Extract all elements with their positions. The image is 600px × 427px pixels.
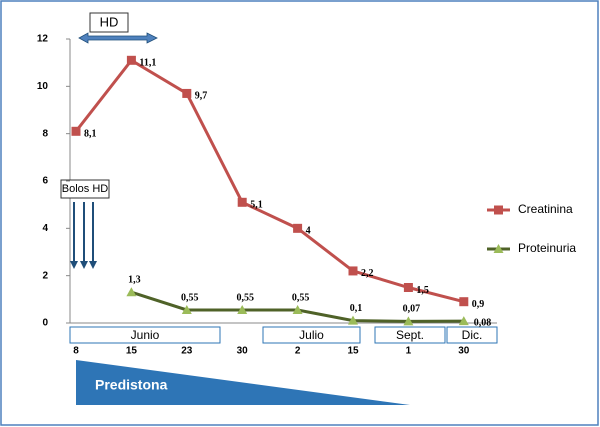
hd-label: HD — [100, 14, 119, 29]
bolos-label: Bolos HD — [62, 183, 109, 195]
hd-arrow — [78, 32, 158, 44]
data-point — [71, 126, 81, 136]
month-box — [69, 326, 221, 344]
x-tick-label: 8 — [73, 346, 79, 357]
value-label: 0,08 — [474, 317, 492, 328]
y-tick-label: 12 — [37, 34, 49, 45]
data-point — [458, 316, 469, 326]
value-label: 0,55 — [181, 292, 199, 303]
data-point — [292, 304, 303, 314]
value-label: 0,55 — [292, 292, 310, 303]
month-label: Junio — [131, 328, 160, 342]
data-point — [126, 287, 137, 297]
value-label: 11,1 — [139, 58, 156, 69]
y-tick-label: 2 — [42, 270, 48, 281]
y-tick-label: 6 — [42, 176, 48, 187]
value-label: 4 — [306, 226, 311, 237]
data-point — [459, 297, 469, 307]
predistona-wedge — [76, 360, 410, 405]
x-tick-label: 30 — [237, 346, 249, 357]
x-tick-label: 23 — [181, 346, 193, 357]
y-tick-label: 10 — [37, 81, 49, 92]
value-label: 1,5 — [416, 285, 429, 296]
data-point — [237, 304, 248, 314]
value-label: 0,07 — [403, 304, 421, 315]
value-label: 0,9 — [472, 299, 485, 310]
data-point — [403, 316, 414, 326]
y-tick-label: 8 — [42, 128, 48, 139]
data-point — [348, 266, 358, 276]
value-label: 5,1 — [250, 200, 263, 211]
data-point — [403, 283, 413, 292]
x-tick-label: 30 — [458, 346, 470, 357]
legend-label: Proteinuria — [518, 241, 576, 255]
value-label: 8,1 — [84, 129, 97, 140]
value-label: 0,1 — [350, 303, 363, 314]
month-box — [262, 326, 361, 344]
month-box — [446, 326, 498, 344]
month-label: Sept. — [396, 328, 424, 342]
bolos-arrows — [70, 202, 97, 269]
value-label: 9,7 — [195, 91, 208, 102]
data-point — [126, 55, 136, 65]
value-label: 1,3 — [128, 275, 141, 286]
data-point — [293, 223, 303, 233]
series-line — [74, 58, 465, 304]
value-label: 0,55 — [236, 292, 254, 303]
y-tick-label: 4 — [42, 223, 48, 234]
x-tick-label: 15 — [126, 346, 138, 357]
data-point — [182, 88, 192, 98]
month-box — [374, 326, 446, 344]
value-label: 2,2 — [361, 268, 374, 279]
month-label: Dic. — [462, 328, 483, 342]
hd-box — [89, 12, 129, 33]
x-tick-label: 1 — [406, 346, 412, 357]
bolos-box — [60, 179, 110, 199]
data-point — [348, 315, 358, 325]
legend-marker — [493, 244, 504, 253]
x-tick-label: 2 — [295, 346, 301, 357]
predistona-label: Predistona — [95, 377, 168, 393]
data-point — [181, 304, 192, 314]
legend-marker — [494, 205, 503, 215]
legend-label: Creatinina — [518, 202, 573, 216]
data-point — [237, 197, 247, 207]
month-label: Julio — [299, 328, 324, 342]
x-tick-label: 15 — [347, 346, 359, 357]
y-tick-label: 0 — [42, 318, 48, 329]
